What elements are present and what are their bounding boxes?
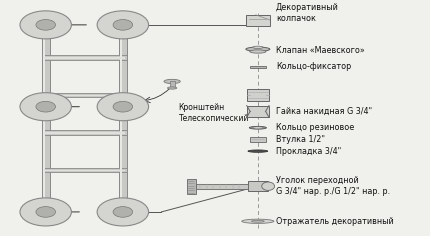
Circle shape [97,198,149,226]
Text: Втулка 1/2": Втулка 1/2" [276,135,325,144]
Ellipse shape [246,47,270,51]
Text: Гайка накидная G 3/4": Гайка накидная G 3/4" [276,107,372,116]
Ellipse shape [249,126,267,129]
Circle shape [97,93,149,121]
Circle shape [36,20,55,30]
Bar [42,55,127,60]
Circle shape [20,198,71,226]
Ellipse shape [164,79,180,84]
Text: Клапан «Маевского»: Клапан «Маевского» [276,46,365,55]
Bar [44,170,125,171]
Ellipse shape [242,219,274,223]
Bar [119,25,127,219]
Bar [44,57,125,59]
Bar [187,179,196,194]
Bar [42,168,127,172]
Circle shape [113,101,132,112]
Text: Кронштейн
Телескопический: Кронштейн Телескопический [178,103,249,122]
Text: Отражатель декоративный: Отражатель декоративный [276,217,393,226]
Bar [248,181,268,191]
Circle shape [113,206,132,217]
Bar [169,81,175,88]
Ellipse shape [253,46,263,48]
Bar [120,27,123,217]
Ellipse shape [167,87,177,89]
Bar [250,137,266,142]
Text: Уголок переходной
G 3/4" нар. р./G 1/2" нар. р.: Уголок переходной G 3/4" нар. р./G 1/2" … [276,176,390,196]
Ellipse shape [252,220,264,222]
Bar [44,132,125,134]
Text: Декоративный
колпачок: Декоративный колпачок [276,3,339,23]
Bar [247,88,269,101]
Bar [247,105,269,117]
Ellipse shape [248,150,268,152]
Bar [246,15,270,26]
Ellipse shape [250,50,266,53]
Circle shape [20,93,71,121]
Bar [42,93,127,97]
Circle shape [113,20,132,30]
Circle shape [20,11,71,39]
Bar [42,130,127,135]
Text: Прокладка 3/4": Прокладка 3/4" [276,147,341,156]
Bar [250,66,266,68]
Circle shape [36,101,55,112]
Bar [43,27,45,217]
Text: Кольцо-фиксатор: Кольцо-фиксатор [276,63,351,72]
Text: Кольцо резиновое: Кольцо резиновое [276,123,354,132]
Bar [44,95,125,96]
Ellipse shape [254,127,262,128]
Circle shape [97,11,149,39]
Bar [196,184,248,189]
Bar [42,25,49,219]
Ellipse shape [262,182,275,190]
Circle shape [36,206,55,217]
